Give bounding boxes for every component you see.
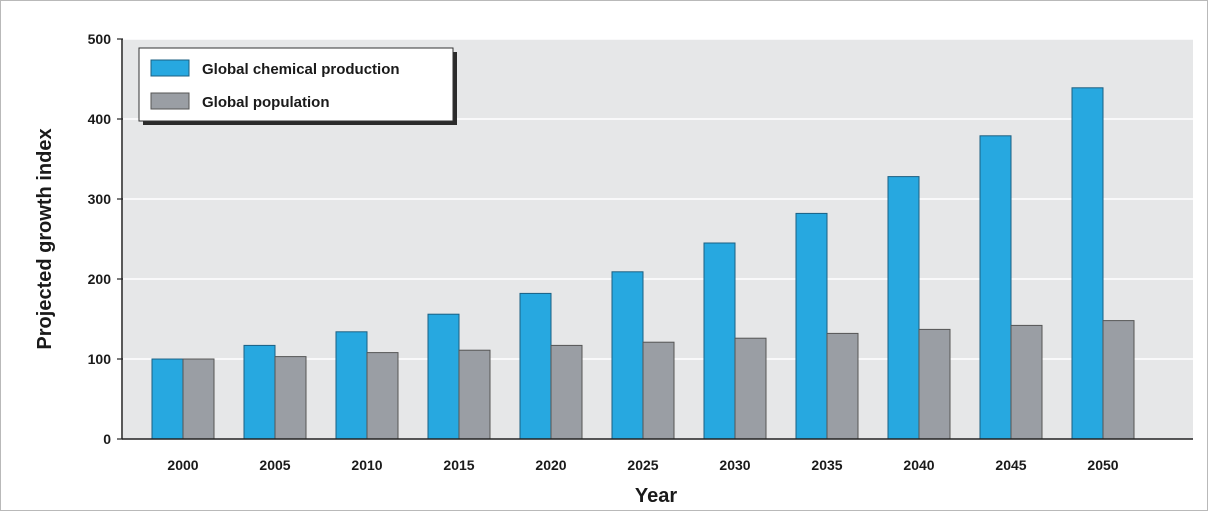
legend-swatch-chemical [150, 59, 190, 77]
legend-swatch-population [150, 92, 190, 110]
y-tick-label: 0 [103, 431, 111, 447]
bar-population [458, 349, 491, 440]
x-axis-ticks: 2000 2005 2010 2015 2020 2025 2030 2035 2040 2045… [167, 457, 1118, 473]
y-tick-label: 100 [88, 351, 112, 367]
bar-chemical-production [427, 313, 460, 440]
x-tick-label: 2030 [719, 457, 750, 473]
x-tick-label: 2020 [535, 457, 566, 473]
legend-label-population: Global population [202, 94, 330, 111]
legend: Global chemical production Global popula… [138, 47, 457, 125]
bar-chemical-production [887, 176, 920, 440]
y-axis-ticks: 0 100 200 300 400 500 [88, 31, 123, 447]
legend-box [138, 47, 454, 122]
y-tick-label: 300 [88, 191, 112, 207]
x-tick-label: 2035 [811, 457, 842, 473]
legend-label-chemical: Global chemical production [202, 61, 400, 78]
x-axis-title: Year [635, 485, 677, 507]
bar-population [550, 344, 583, 440]
bar-chemical-production [703, 242, 736, 440]
bar-population [918, 328, 951, 440]
x-tick-label: 2000 [167, 457, 198, 473]
bars [151, 87, 1135, 440]
y-tick-label: 400 [88, 111, 112, 127]
bar-chemical-production [243, 344, 276, 440]
x-tick-label: 2025 [627, 457, 658, 473]
bar-population [366, 352, 399, 440]
bar-population [826, 332, 859, 440]
bar-population [182, 358, 215, 440]
bar-population [1102, 320, 1135, 440]
bar-population [274, 356, 307, 440]
bar-chemical-production [335, 331, 368, 440]
y-axis-title: Projected growth index [34, 128, 56, 349]
y-tick-label: 200 [88, 271, 112, 287]
x-tick-label: 2005 [259, 457, 290, 473]
x-tick-label: 2045 [995, 457, 1026, 473]
x-tick-label: 2010 [351, 457, 382, 473]
x-tick-label: 2015 [443, 457, 474, 473]
x-tick-label: 2040 [903, 457, 934, 473]
bar-chemical-production [979, 135, 1012, 440]
bar-population [734, 337, 767, 440]
bar-chemical-production [1071, 87, 1104, 440]
bar-chemical-production [611, 271, 644, 440]
bar-population [642, 341, 675, 440]
bar-population [1010, 324, 1043, 440]
bar-chemical-production [151, 358, 184, 440]
y-tick-label: 500 [88, 31, 112, 47]
bar-chemical-production [795, 212, 828, 440]
x-tick-label: 2050 [1087, 457, 1118, 473]
bar-chemical-production [519, 292, 552, 440]
